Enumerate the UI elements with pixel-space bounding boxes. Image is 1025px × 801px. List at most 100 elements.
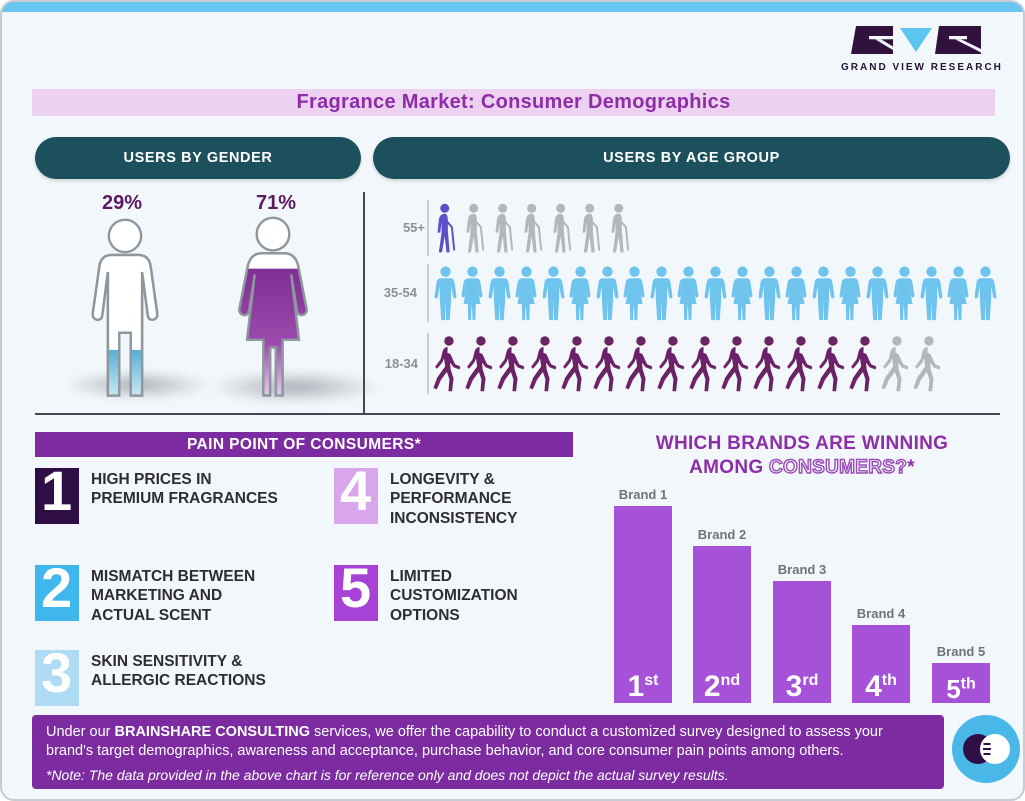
- walking-person-icon: [496, 334, 528, 394]
- footer-banner: Under our BRAINSHARE CONSULTING services…: [32, 715, 944, 789]
- walking-person-icon: [528, 334, 560, 394]
- adult-person-icon: [459, 265, 486, 322]
- walking-person-icon: [624, 334, 656, 394]
- top-accent-strip: [2, 2, 1023, 12]
- adult-person-icon: [648, 265, 675, 322]
- walking-person-icon: [784, 334, 816, 394]
- pain-point-number-tile: 5: [334, 565, 378, 621]
- age-label-18-34: 18-34: [384, 355, 418, 371]
- adult-person-icon: [486, 265, 513, 322]
- elderly-person-icon: [548, 202, 577, 256]
- adult-person-icon: [918, 265, 945, 322]
- elderly-person-icon: [461, 202, 490, 256]
- users-by-gender-header: USERS BY GENDER: [35, 137, 361, 179]
- elderly-person-icon: [577, 202, 606, 256]
- brand-bar-category: Brand 5: [936, 644, 986, 659]
- walking-person-icon: [560, 334, 592, 394]
- pain-point-text: HIGH PRICES IN PREMIUM FRAGRANCES: [91, 471, 278, 508]
- adult-person-icon: [837, 265, 864, 322]
- brands-title-line2-outline: CONSUMERS?: [768, 456, 908, 478]
- brands-title-star: *: [907, 456, 915, 478]
- pain-point-item-2: 2 MISMATCH BETWEEN MARKETING AND ACTUAL …: [35, 565, 255, 625]
- users-by-age-group-label: USERS BY AGE GROUP: [603, 150, 780, 166]
- footer-note: *Note: The data provided in the above ch…: [46, 767, 729, 784]
- brand-ranking-bar-chart: Brand 1 1st Brand 2 2nd Brand 3 3rd Brand 4…: [602, 482, 1007, 703]
- walking-person-icon: [464, 334, 496, 394]
- users-by-gender-label: USERS BY GENDER: [123, 150, 273, 166]
- adult-person-icon: [594, 265, 621, 322]
- brand-bar-3: Brand 3 3rd: [773, 562, 831, 703]
- age-label-55+: 55+: [402, 220, 425, 235]
- elderly-person-icon: [432, 202, 461, 256]
- female-figure-icon: [219, 213, 327, 410]
- pain-points-header-label: PAIN POINT OF CONSUMERS*: [186, 435, 422, 453]
- adult-person-icon: [810, 265, 837, 322]
- brand-rank-label: 1st: [627, 670, 659, 703]
- elderly-person-icon: [519, 202, 548, 256]
- users-by-age-group-header: USERS BY AGE GROUP: [373, 137, 1010, 179]
- adult-person-icon: [945, 265, 972, 322]
- section-divider-vertical: [363, 192, 365, 414]
- brand-rank-label: 4th: [865, 670, 897, 703]
- pain-point-item-5: 5 LIMITED CUSTOMIZATION OPTIONS: [334, 565, 518, 625]
- female-percentage: 71%: [256, 192, 297, 214]
- adult-person-icon: [729, 265, 756, 322]
- brand-bar-1: Brand 1 1st: [614, 487, 672, 703]
- grand-view-research-logo: GRAND VIEW RESEARCH: [841, 26, 1003, 73]
- walking-person-icon: [816, 334, 848, 394]
- adult-person-icon: [621, 265, 648, 322]
- adult-person-icon: [540, 265, 567, 322]
- age-label-35-54: 35-54: [383, 285, 417, 300]
- adult-person-icon: [513, 265, 540, 322]
- walking-person-icon: [720, 334, 752, 394]
- adult-person-icon: [864, 265, 891, 322]
- adult-person-icon: [702, 265, 729, 322]
- age-row-55+: [427, 200, 635, 256]
- pain-point-number-tile: 4: [334, 468, 378, 524]
- male-percentage: 29%: [102, 192, 143, 214]
- brand-bar-category: Brand 1: [618, 487, 668, 502]
- walking-person-icon: [912, 334, 944, 394]
- walking-person-icon: [880, 334, 912, 394]
- brand-bar-category: Brand 2: [697, 527, 747, 542]
- brands-chart-title: WHICH BRANDS ARE WINNING AMONG CONSUMERS…: [592, 432, 1012, 480]
- pain-point-number-tile: 1: [35, 468, 79, 524]
- pain-point-text: LONGEVITY & PERFORMANCE INCONSISTENCY: [390, 471, 518, 527]
- walking-person-icon: [752, 334, 784, 394]
- brainshare-consulting-label: BRAINSHARE CONSULTING: [114, 724, 310, 740]
- adult-person-icon: [432, 265, 459, 322]
- female-shadow: [207, 370, 382, 404]
- brand-rank-label: 2nd: [703, 670, 741, 703]
- pain-point-text: MISMATCH BETWEEN MARKETING AND ACTUAL SC…: [91, 568, 256, 624]
- logo-text: GRAND VIEW RESEARCH: [841, 62, 1003, 73]
- brand-rank-label: 5th: [946, 674, 976, 704]
- pain-point-number-tile: 2: [35, 565, 79, 621]
- adult-person-icon: [891, 265, 918, 322]
- section-divider-horizontal: [35, 413, 1000, 415]
- male-figure-icon: [72, 215, 178, 410]
- page-title: Fragrance Market: Consumer Demographics: [296, 91, 731, 113]
- walking-person-icon: [848, 334, 880, 394]
- pain-point-item-3: 3 SKIN SENSITIVITY & ALLERGIC REACTIONS: [35, 650, 266, 706]
- pain-point-item-4: 4 LONGEVITY & PERFORMANCE INCONSISTENCY: [334, 468, 517, 528]
- walking-person-icon: [656, 334, 688, 394]
- brainshare-venn-icon: [950, 713, 1022, 790]
- walking-person-icon: [432, 334, 464, 394]
- adult-person-icon: [972, 265, 999, 322]
- brand-bar-category: Brand 3: [777, 562, 827, 577]
- adult-person-icon: [756, 265, 783, 322]
- walking-person-icon: [592, 334, 624, 394]
- elderly-person-icon: [606, 202, 635, 256]
- footer-text: Under our BRAINSHARE CONSULTING services…: [46, 724, 883, 760]
- brands-title-line2-solid: AMONG: [689, 456, 770, 478]
- adult-person-icon: [783, 265, 810, 322]
- pain-points-header: PAIN POINT OF CONSUMERS*: [35, 432, 573, 457]
- gvr-logo-icon: [851, 26, 981, 54]
- brand-bar-5: Brand 5 5th: [932, 644, 990, 704]
- pain-point-number-tile: 3: [35, 650, 79, 706]
- adult-person-icon: [567, 265, 594, 322]
- brand-bar-4: Brand 4 4th: [852, 606, 910, 703]
- age-row-35-54: [427, 264, 999, 322]
- pain-point-text: LIMITED CUSTOMIZATION OPTIONS: [390, 568, 518, 624]
